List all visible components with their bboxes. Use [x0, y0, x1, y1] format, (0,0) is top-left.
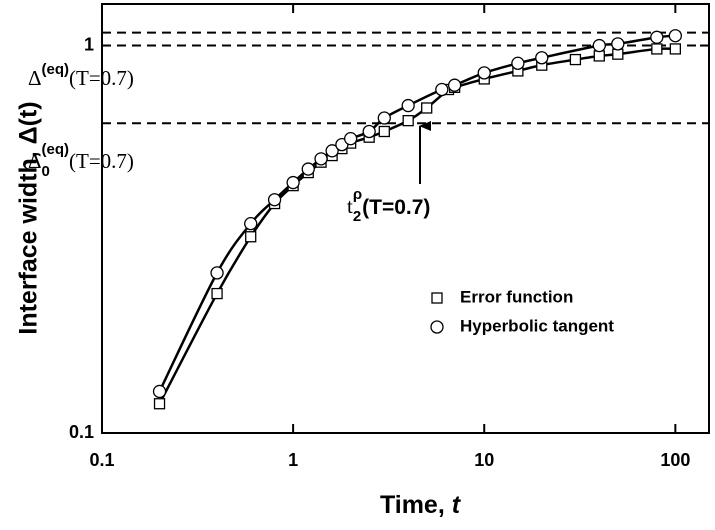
marker-circle	[343, 132, 358, 146]
marker-circle	[362, 124, 376, 139]
marker-circle	[535, 51, 549, 65]
x-tick-label: 0.1	[89, 450, 114, 470]
marker-circle	[611, 37, 625, 51]
annotation-base: t	[347, 194, 353, 218]
annotation-base: Δ	[28, 66, 42, 90]
annotation-sup: (eq)	[42, 61, 70, 78]
annotation: t2 ρ(T=0.7)	[347, 186, 430, 225]
legend-label: Error function	[460, 287, 573, 306]
marker-square	[593, 50, 605, 62]
annotation-sub: 2	[353, 208, 361, 225]
x-tick-label: 100	[660, 450, 690, 470]
annotation-text: (T=0.7)	[69, 149, 134, 173]
x-tick-label: 10	[474, 450, 494, 470]
x-axis-title-var: t	[452, 491, 462, 519]
x-axis-title-text: Time,	[380, 491, 452, 519]
annotation-base: Δ	[28, 149, 42, 173]
marker-circle	[244, 216, 258, 231]
y-tick-label: 0.1	[69, 422, 94, 442]
annotation-sup: ρ	[353, 186, 362, 203]
y-axis-title: Interface width, Δ(t)	[15, 101, 43, 334]
marker-square	[421, 102, 433, 114]
marker-circle	[592, 38, 606, 53]
marker-square	[245, 231, 257, 243]
marker-circle	[477, 66, 491, 80]
marker-circle	[210, 266, 224, 280]
marker-circle	[401, 98, 415, 113]
marker-circle	[301, 162, 315, 176]
marker-circle	[447, 78, 462, 92]
marker-square	[651, 43, 663, 55]
marker-square	[153, 398, 166, 410]
legend-label: Hyperbolic tangent	[460, 316, 614, 335]
x-tick-label: 1	[288, 450, 298, 470]
marker-square	[431, 292, 443, 304]
marker-circle	[267, 193, 282, 207]
marker-circle	[511, 56, 525, 70]
marker-circle	[325, 144, 339, 158]
marker-square	[669, 43, 681, 55]
y-tick-label: 1	[84, 34, 94, 54]
marker-square	[378, 125, 390, 138]
marker-circle	[152, 384, 167, 399]
annotation-sup: (eq)	[42, 141, 70, 158]
marker-circle	[435, 82, 449, 97]
annotation: Δ(eq)(T=0.7)	[28, 61, 134, 90]
marker-square	[402, 114, 414, 127]
marker-circle	[314, 152, 328, 166]
marker-circle	[430, 320, 444, 334]
x-axis-title: Time, t	[380, 491, 462, 519]
annotation: Δ0 (eq)(T=0.7)	[28, 141, 134, 180]
marker-square	[569, 53, 582, 66]
marker-circle	[286, 175, 300, 190]
annotation-sub: 0	[42, 163, 50, 180]
plot-frame	[101, 3, 710, 434]
marker-square	[211, 287, 223, 300]
annotation-text: (T=0.7)	[362, 196, 430, 219]
marker-circle	[650, 30, 664, 44]
annotation-text: (T=0.7)	[69, 66, 134, 90]
marker-circle	[377, 111, 391, 125]
marker-circle	[668, 29, 682, 43]
marker-square	[612, 48, 624, 60]
